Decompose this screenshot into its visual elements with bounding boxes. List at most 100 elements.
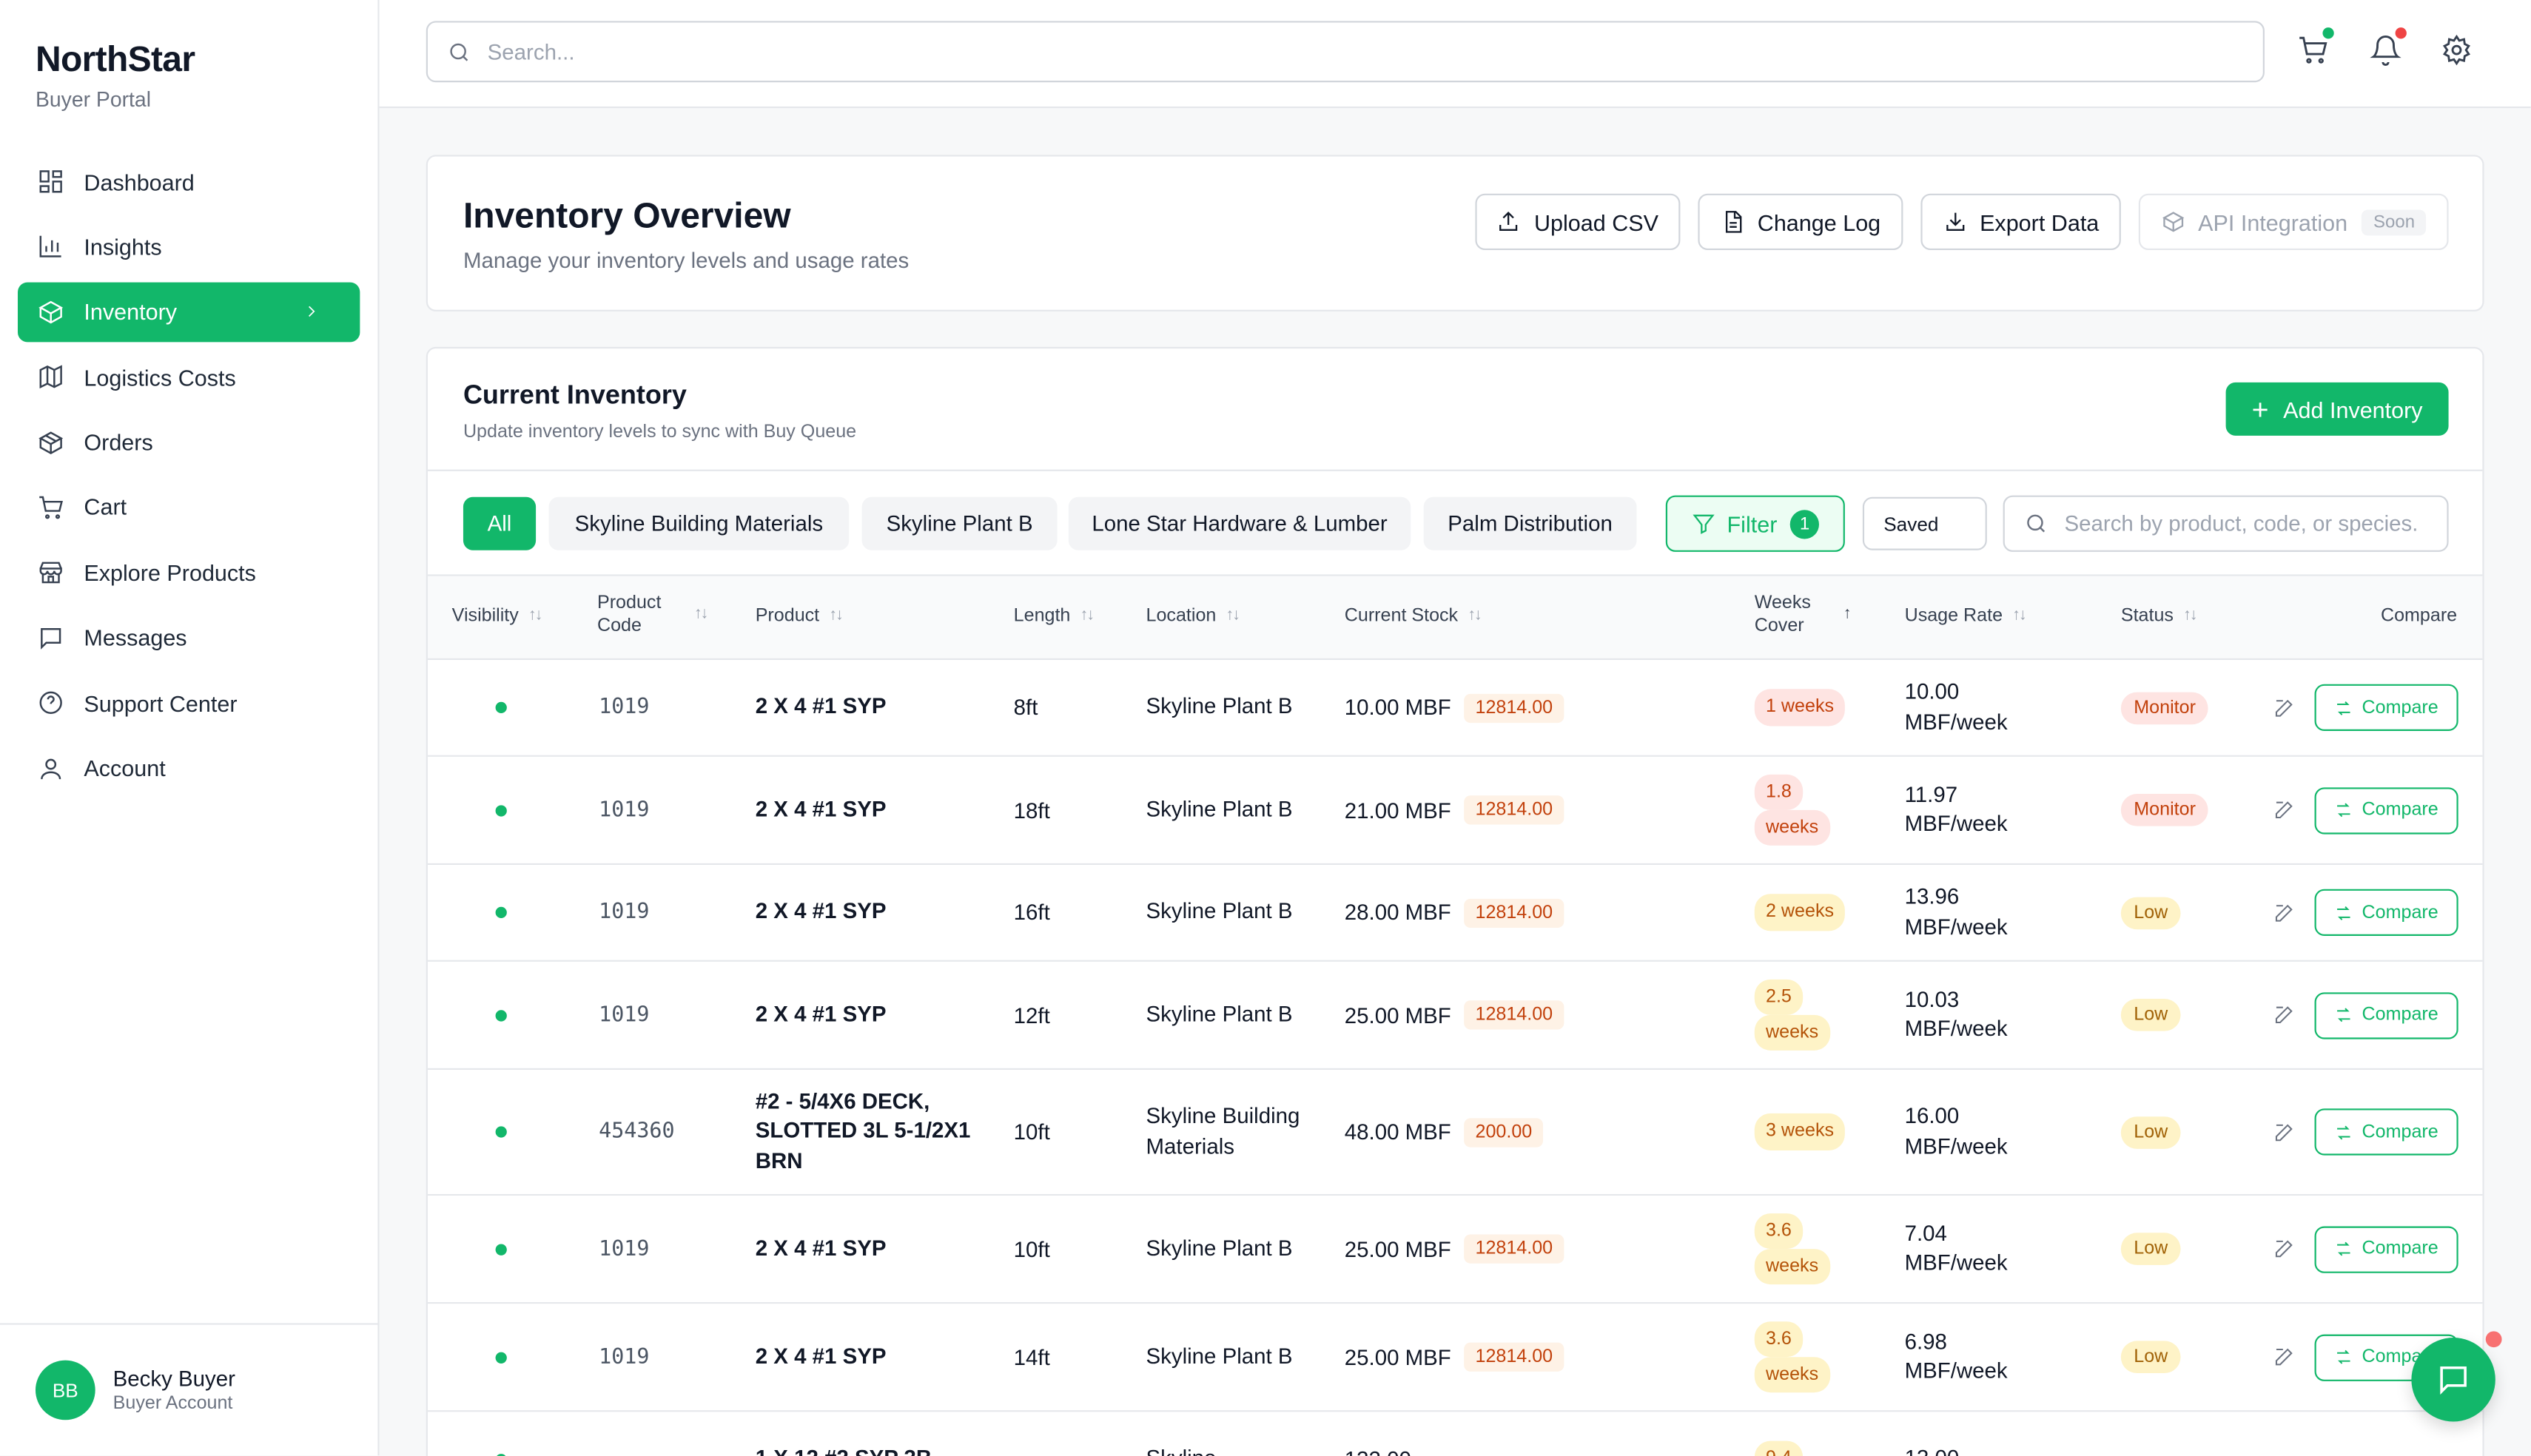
stock-cell[interactable]: 25.00 MBF 12814.00 (1345, 1304, 1564, 1410)
col-status[interactable]: Status ↑↓ (2121, 605, 2198, 628)
table-row: 1019 2 X 4 #1 SYP 12ft Skyline Plant B 25.00… (427, 961, 2483, 1071)
stock-cell[interactable]: 48.00 MBF 200.00 (1345, 1070, 1544, 1194)
chat-button[interactable] (2411, 1338, 2495, 1422)
compare-button[interactable]: Compare (2314, 1108, 2458, 1156)
sidebar-item-label: Dashboard (84, 168, 195, 195)
edit-button[interactable] (2273, 962, 2296, 1068)
button-label: Filter (1727, 510, 1778, 537)
visibility-cell[interactable] (495, 865, 507, 960)
stock-cell[interactable]: 132.00 (1345, 1412, 1411, 1456)
sidebar-item-support-center[interactable]: Support Center (18, 673, 360, 733)
compare-button[interactable]: Compare (2314, 684, 2458, 731)
location-chip-palm-distribution[interactable]: Palm Distribution (1423, 496, 1637, 550)
col-current-stock[interactable]: Current Stock ↑↓ (1345, 605, 1482, 628)
upload-csv-button[interactable]: Upload CSV (1475, 193, 1681, 251)
compare-icon (2337, 1349, 2351, 1364)
compare-button[interactable]: Compare (2314, 1225, 2458, 1273)
location-chip-lone-star[interactable]: Lone Star Hardware & Lumber (1068, 496, 1411, 550)
dashboard-icon (39, 170, 62, 193)
product-code-cell: 1019 (599, 1236, 650, 1261)
location-chip-all[interactable]: All (463, 496, 537, 550)
edit-button[interactable] (2273, 1196, 2296, 1302)
sidebar-item-explore-products[interactable]: Explore Products (18, 543, 360, 603)
col-weeks-cover[interactable]: Weeks Cover ↑ (1755, 592, 1868, 638)
notifications-button[interactable] (2370, 27, 2407, 67)
filter-button[interactable]: Filter 1 (1665, 495, 1845, 552)
export-data-button[interactable]: Export Data (1920, 193, 2121, 251)
sort-icon: ↑↓ (2012, 606, 2027, 624)
global-search-input[interactable]: Search... (426, 21, 2265, 83)
compare-button[interactable]: Compare (2314, 991, 2458, 1039)
visibility-cell[interactable] (495, 660, 507, 755)
stock-value: 28.00 MBF (1344, 900, 1451, 925)
edit-button[interactable] (2273, 865, 2296, 960)
api-integration-button: API Integration Soon (2138, 193, 2449, 251)
button-label: Compare (2362, 903, 2438, 923)
col-location[interactable]: Location ↑↓ (1146, 605, 1241, 628)
price-badge: 12814.00 (1464, 692, 1564, 722)
saved-filters-select[interactable]: Saved (1862, 496, 1987, 550)
edit-button[interactable] (2273, 1304, 2296, 1410)
location-chip-skyline-building-materials[interactable]: Skyline Building Materials (548, 496, 850, 550)
compare-button[interactable]: Compare (2314, 786, 2458, 834)
settings-button[interactable] (2441, 34, 2473, 67)
location-chip-skyline-plant-b[interactable]: Skyline Plant B (861, 496, 1058, 550)
edit-button[interactable] (2273, 660, 2296, 755)
compare-icon (2337, 700, 2351, 715)
sidebar-item-logistics-costs[interactable]: Logistics Costs (18, 347, 360, 407)
compare-cell: Compare (2314, 962, 2458, 1068)
visibility-cell[interactable] (495, 1070, 507, 1194)
edit-icon (2275, 698, 2293, 716)
status-badge: Low (2120, 896, 2181, 929)
stock-value: 21.00 MBF (1344, 798, 1451, 823)
edit-button[interactable] (2273, 757, 2296, 863)
sidebar-item-orders[interactable]: Orders (18, 412, 360, 472)
compare-button[interactable]: Compare (2314, 889, 2458, 936)
col-label: Product Code (596, 593, 662, 637)
sidebar-item-messages[interactable]: Messages (18, 608, 360, 668)
inventory-search-input[interactable]: Search by product, code, or species. (2003, 495, 2449, 552)
sidebar-item-insights[interactable]: Insights (18, 217, 360, 277)
compare-icon (2337, 803, 2351, 818)
visibility-cell[interactable] (495, 1196, 507, 1302)
col-length[interactable]: Length ↑↓ (1014, 605, 1095, 628)
status-badge: Monitor (2120, 794, 2209, 826)
col-product[interactable]: Product ↑↓ (756, 605, 844, 628)
visibility-cell[interactable] (495, 757, 507, 863)
compare-cell: Compare (2314, 1070, 2458, 1194)
status-badge: Monitor (2120, 691, 2209, 724)
button-label: Compare (2362, 1239, 2438, 1259)
col-product-code[interactable]: Product Code ↑↓ (597, 592, 710, 638)
price-badge: 12814.00 (1464, 1000, 1564, 1030)
stock-cell[interactable]: 25.00 MBF 12814.00 (1345, 1196, 1564, 1302)
sidebar-item-dashboard[interactable]: Dashboard (18, 152, 360, 212)
product-name: 2 X 4 #1 SYP (755, 1002, 887, 1026)
status-badge: Low (2120, 1116, 2181, 1148)
visibility-cell[interactable] (495, 962, 507, 1068)
stock-cell[interactable]: 25.00 MBF 12814.00 (1345, 962, 1564, 1068)
weeks-cover-badge: weeks (1754, 1249, 1830, 1285)
stock-cell[interactable]: 10.00 MBF 12814.00 (1345, 660, 1564, 755)
visibility-cell[interactable] (495, 1412, 507, 1456)
sidebar-item-inventory[interactable]: Inventory (17, 282, 360, 342)
change-log-button[interactable]: Change Log (1698, 193, 1903, 251)
compare-icon (2337, 905, 2351, 920)
add-inventory-button[interactable]: + Add Inventory (2225, 382, 2449, 436)
col-usage-rate[interactable]: Usage Rate ↑↓ (1905, 605, 2027, 628)
section-subtitle: Update inventory levels to sync with Buy… (463, 422, 857, 442)
col-visibility[interactable]: Visibility ↑↓ (452, 605, 543, 628)
visibility-cell[interactable] (495, 1304, 507, 1410)
button-label: API Integration (2198, 209, 2348, 235)
length-cell: 10ft (1013, 1119, 1050, 1145)
table-row: 1019 2 X 4 #1 SYP 16ft Skyline Plant B 28.00… (427, 865, 2483, 962)
sidebar-item-label: Support Center (84, 690, 238, 716)
bell-icon (2370, 36, 2401, 67)
user-profile[interactable]: BB Becky Buyer Buyer Account (0, 1323, 380, 1455)
topbar: Search... (379, 0, 2531, 109)
stock-cell[interactable]: 28.00 MBF 12814.00 (1345, 865, 1564, 960)
sidebar-item-cart[interactable]: Cart (18, 477, 360, 537)
cart-button[interactable] (2297, 27, 2334, 67)
sidebar-item-account[interactable]: Account (18, 738, 360, 798)
stock-cell[interactable]: 21.00 MBF 12814.00 (1345, 757, 1564, 863)
edit-button[interactable] (2273, 1070, 2296, 1194)
